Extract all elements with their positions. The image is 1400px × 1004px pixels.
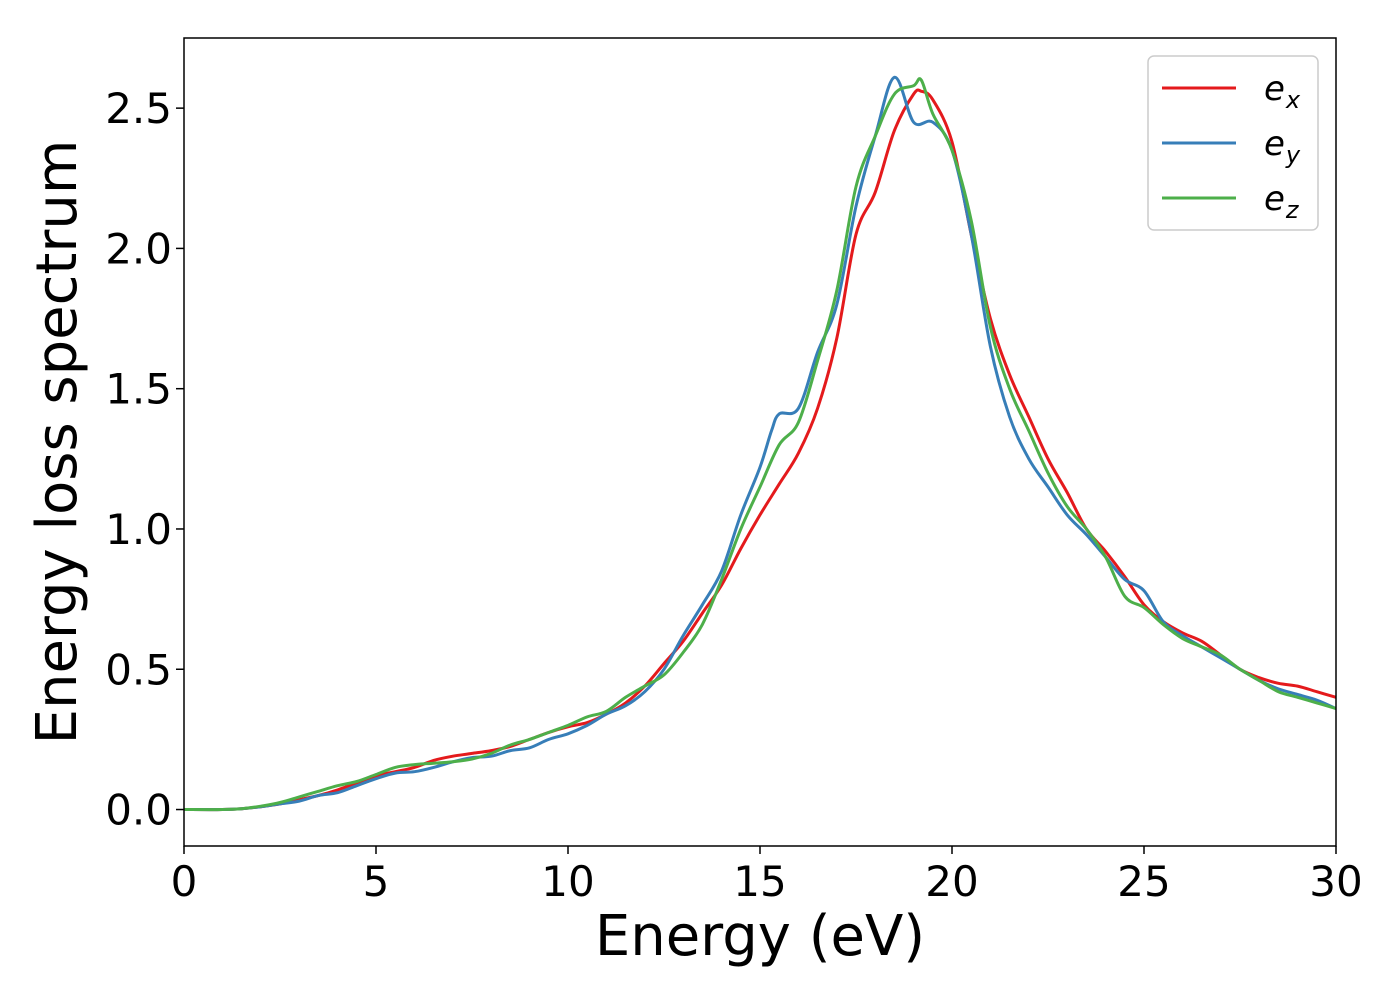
y-tick-label: 1.5 (105, 365, 172, 414)
x-tick-label: 20 (925, 857, 978, 906)
y-tick-label: 0.5 (105, 645, 172, 694)
x-tick-label: 5 (363, 857, 390, 906)
x-axis-label: Energy (eV) (595, 904, 925, 969)
y-tick-label: 0.0 (105, 786, 172, 835)
series-group (184, 75, 1336, 812)
x-tick-label: 15 (733, 857, 786, 906)
y-axis-label: Energy loss spectrum (25, 140, 90, 745)
series-line-e-y (184, 75, 1336, 812)
x-tick-label: 10 (541, 857, 594, 906)
y-tick-label: 2.0 (105, 224, 172, 273)
legend-label-x: ex (1264, 69, 1301, 114)
x-tick-label: 0 (171, 857, 198, 906)
y-tick-label: 1.0 (105, 505, 172, 554)
plot-area (184, 75, 1336, 812)
x-tick-label: 30 (1309, 857, 1362, 906)
series-line-e-z (184, 77, 1336, 812)
x-tick-label: 25 (1117, 857, 1170, 906)
axes: 0 5 10 15 20 25 30 0.0 0.5 1.0 1.5 2.0 2.5 (105, 37, 1363, 906)
y-tick-label: 2.5 (105, 84, 172, 133)
